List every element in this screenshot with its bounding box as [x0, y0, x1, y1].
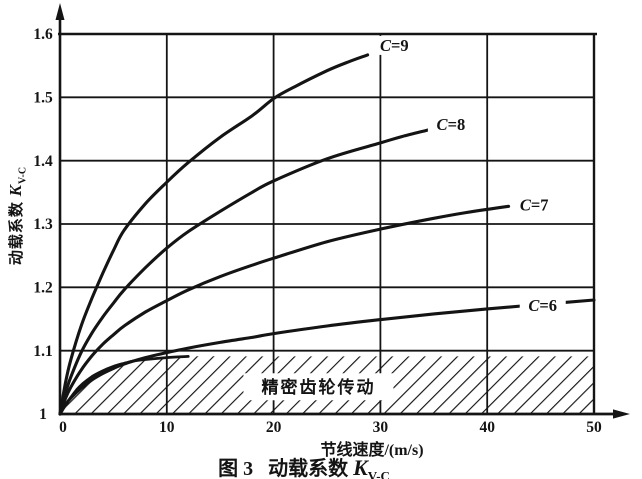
tick-label-group: 0 10 20 30 40 50 1 1.1 1.2 1.3 1.4 1.5 1.6	[33, 26, 602, 436]
y-axis-title-text: 动载系数	[9, 201, 25, 266]
x-tick-label: 0	[59, 419, 67, 436]
kv-symbol: KV-C	[6, 166, 29, 197]
caption-kv-subscript: V-C	[367, 468, 390, 479]
x-axis-arrowhead	[613, 409, 630, 419]
x-tick-label: 30	[373, 419, 389, 436]
curve-label-patch	[511, 195, 558, 215]
curve-group	[58, 53, 596, 416]
y-axis-arrowhead	[55, 3, 65, 20]
y-tick-label: 1.4	[33, 153, 53, 170]
gridline-group	[59, 33, 595, 415]
axes-group	[55, 3, 630, 419]
curve-C=9	[58, 53, 370, 416]
curve-C=8	[58, 128, 432, 416]
x-tick-label: 20	[266, 419, 282, 436]
curve-label-C=8: C=8	[437, 115, 466, 134]
x-axis-title: 节线速度/(m/s)	[320, 442, 424, 459]
caption-number: 图 3	[218, 458, 254, 479]
y-tick-label: 1.6	[33, 26, 53, 43]
figure-caption: 图 3 动载系数 KV-C	[0, 452, 608, 479]
y-tick-label: 1	[39, 406, 47, 423]
x-tick-label: 40	[479, 419, 495, 436]
y-tick-label: 1.3	[33, 216, 53, 233]
x-tick-label: 10	[159, 419, 175, 436]
curve-label-C=9: C=9	[380, 36, 409, 55]
region-label-patch	[243, 373, 394, 401]
region-label: 精密齿轮传动	[261, 377, 375, 397]
curve-label-C=7: C=7	[520, 196, 549, 215]
y-tick-label: 1.1	[33, 343, 52, 360]
y-axis-title: 动载系数 KV-C	[5, 123, 29, 309]
curve-label-C=6: C=6	[528, 296, 557, 315]
y-tick-label: 1.5	[33, 90, 53, 107]
caption-kv-symbol: KV-C	[353, 455, 390, 479]
x-tick-label: 50	[586, 419, 602, 436]
y-tick-label: 1.2	[33, 280, 53, 297]
curve-C=7	[58, 204, 511, 416]
curve-C=6	[58, 298, 596, 416]
kv-subscript: V-C	[17, 166, 29, 184]
curve-label-patch	[371, 35, 418, 55]
curve-label-patch	[427, 115, 474, 135]
annotation-group: C=9 C=8 C=7 C=6 精密齿轮传动	[243, 35, 566, 401]
curve-label-patch	[519, 296, 566, 316]
caption-title: 动载系数 KV-C	[268, 452, 390, 479]
